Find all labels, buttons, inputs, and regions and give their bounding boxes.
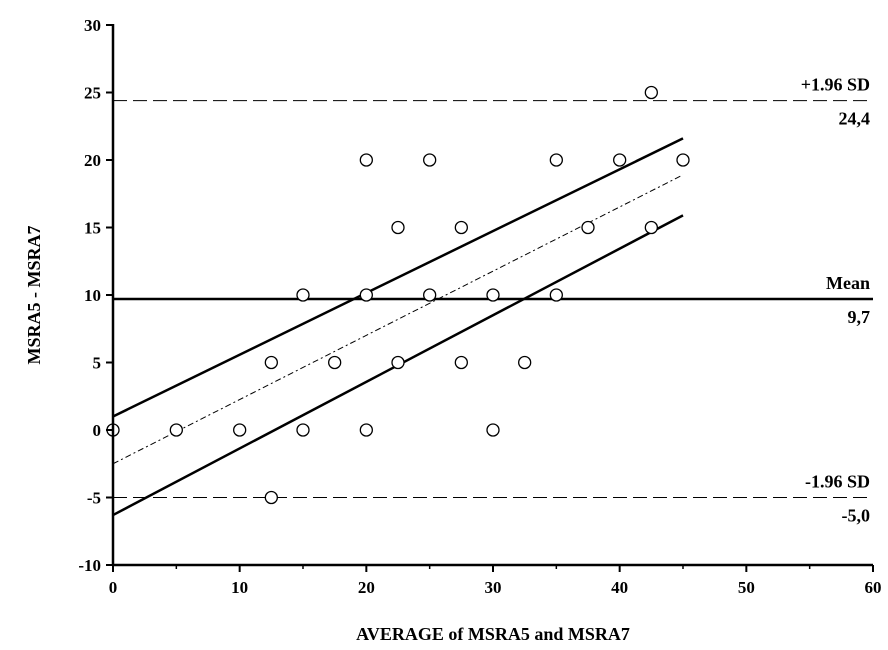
data-point [644,220,658,235]
data-point [359,153,373,167]
lower-loa-label: -1.96 SD [805,472,870,492]
y-axis-ticks: -10 -5 0 5 10 15 20 25 30 [78,16,113,575]
y-tick-label: -10 [78,556,101,575]
y-tick-label: 20 [84,151,101,170]
lower-loa-value: -5,0 [842,506,871,526]
data-point [549,153,563,167]
y-tick-label: 10 [84,286,101,305]
x-tick-label: 50 [738,578,755,597]
upper-loa-label: +1.96 SD [801,75,870,95]
data-point [486,423,500,437]
y-axis-title: MSRA5 - MSRA7 [24,226,44,365]
upper-loa-value: 24,4 [839,109,871,129]
data-point [581,220,595,235]
data-point [264,355,278,370]
reference-annotations: +1.96 SD 24,4 Mean 9,7 -1.96 SD -5,0 [801,75,870,526]
data-point [454,355,468,370]
data-point [423,288,437,302]
data-point [359,423,373,437]
data-point [486,288,500,302]
data-point [264,490,278,505]
data-point [423,153,437,167]
data-point [391,220,405,235]
mean-label: Mean [826,273,870,293]
x-tick-label: 0 [109,578,118,597]
y-tick-label: 0 [93,421,102,440]
data-point [233,423,247,437]
x-axis-ticks: 0 10 20 30 40 50 60 [109,565,882,597]
data-point [296,423,310,437]
data-point [613,153,627,167]
data-point [328,355,342,370]
data-point [296,288,310,302]
x-tick-label: 40 [611,578,628,597]
regression-lines [112,137,684,517]
x-axis-title: AVERAGE of MSRA5 and MSRA7 [356,624,630,644]
x-tick-label: 30 [485,578,502,597]
x-tick-label: 10 [231,578,248,597]
mean-value: 9,7 [848,307,871,327]
regression-fit-line [112,174,684,465]
data-point [359,288,373,302]
x-tick-label: 60 [865,578,882,597]
y-tick-label: 25 [84,84,101,103]
x-tick-label: 20 [358,578,375,597]
y-tick-label: -5 [87,489,101,508]
data-point [518,355,532,370]
data-point [644,85,658,100]
ci-upper-line [112,137,684,418]
y-tick-label: 5 [93,354,102,373]
data-point [676,153,690,167]
y-tick-label: 30 [84,16,101,35]
data-point [391,355,405,370]
data-points [106,85,690,505]
data-point [169,423,183,437]
y-tick-label: 15 [84,219,101,238]
data-point [549,288,563,302]
data-point [454,220,468,235]
